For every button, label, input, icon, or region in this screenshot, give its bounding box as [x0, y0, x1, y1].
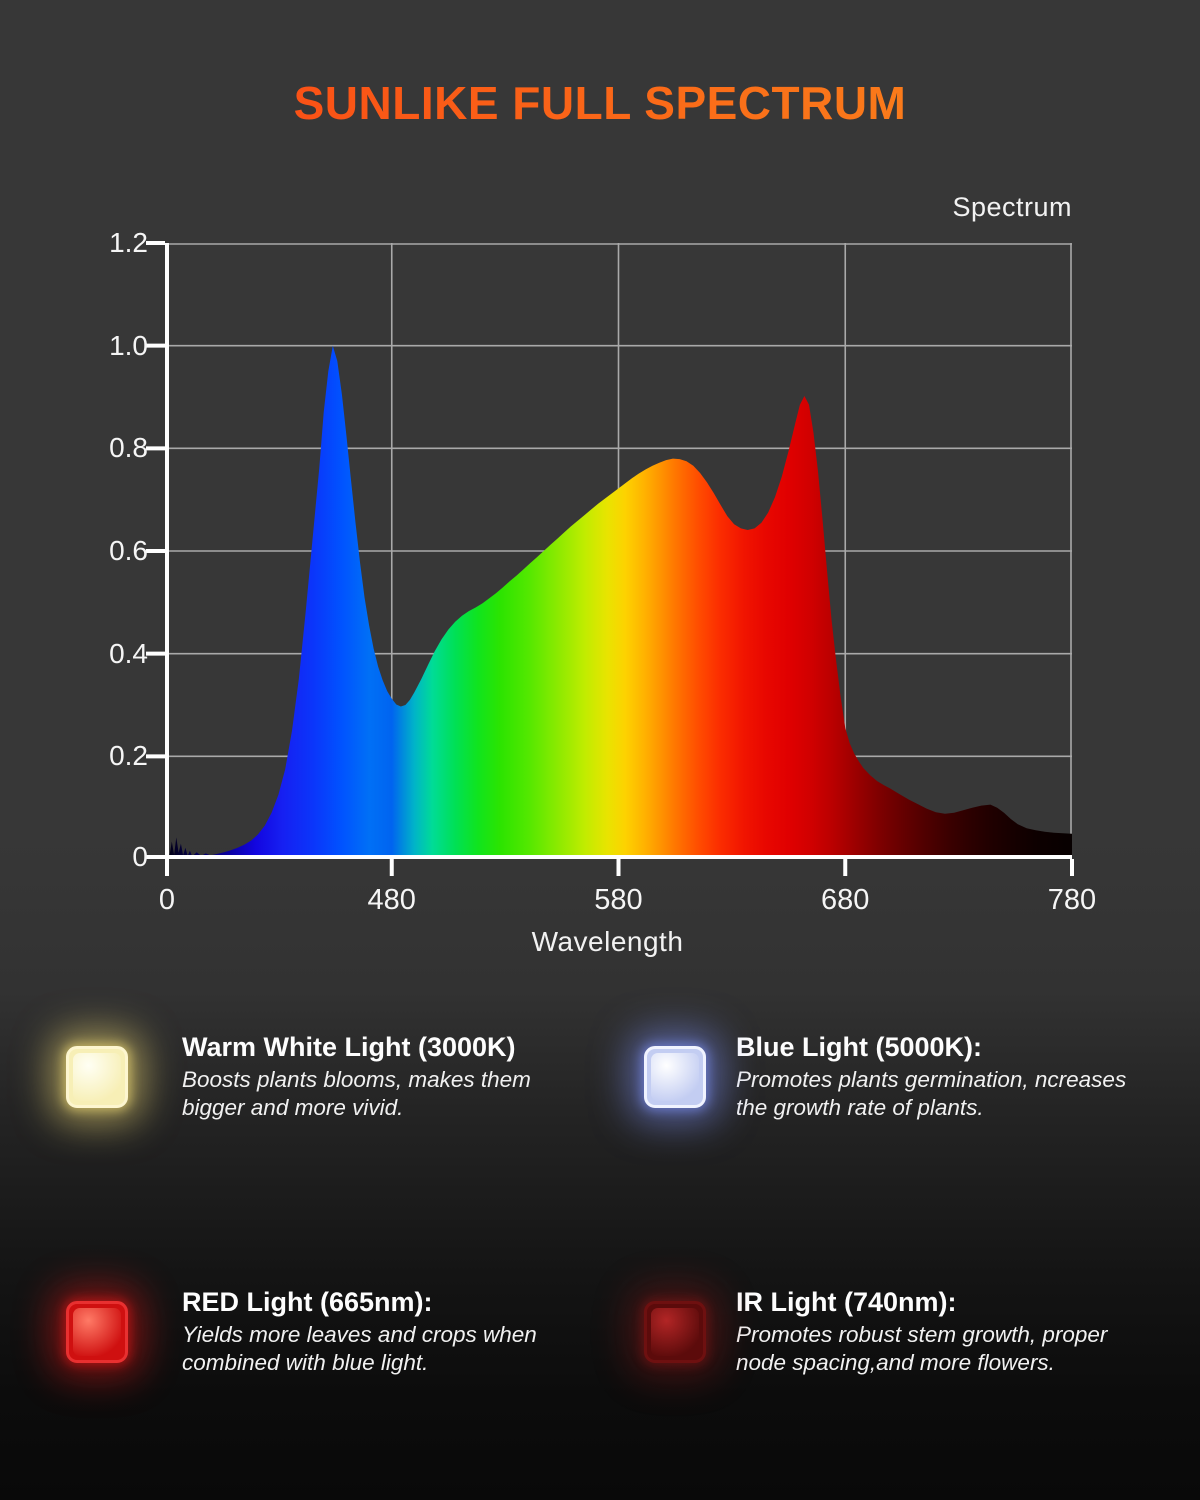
led-chip	[66, 1301, 128, 1363]
y-tick-label: 0	[132, 841, 148, 872]
x-axis-title: Wavelength	[531, 926, 684, 957]
plot-area	[146, 241, 1074, 876]
legend-item-description: Yields more leaves and crops when combin…	[182, 1321, 537, 1377]
led-chip	[644, 1301, 706, 1363]
y-tick-label: 1.2	[109, 227, 148, 258]
led-chip	[66, 1046, 128, 1108]
spectrum-chart	[146, 241, 1074, 876]
legend-item-title: RED Light (665nm):	[182, 1287, 433, 1317]
chart-title: Spectrum	[952, 192, 1072, 222]
legend-item-ir: IR Light (740nm): Promotes robust stem g…	[644, 1287, 1107, 1377]
y-tick-label: 1.0	[109, 329, 148, 361]
description-line: Boosts plants blooms, makes them	[182, 1067, 531, 1092]
y-axis-labels: 0 0.2 0.4 0.6 0.8 1.0 1.2	[0, 227, 148, 872]
description-line: the growth rate of plants.	[736, 1095, 984, 1120]
legend-item-description: Promotes robust stem growth, proper node…	[736, 1321, 1107, 1377]
description-line: combined with blue light.	[182, 1350, 429, 1375]
description-line: Yields more leaves and crops when	[182, 1322, 537, 1347]
legend-item-title: Warm White Light (3000K)	[182, 1032, 516, 1062]
y-tick-label: 0.4	[109, 637, 148, 669]
x-tick-label: 0	[158, 884, 176, 916]
x-axis-labels: 0 480 580 680 780	[159, 884, 1096, 924]
warm-white-led-icon	[66, 1046, 128, 1108]
y-tick-label: 0.6	[109, 535, 148, 566]
red-led-icon	[66, 1301, 128, 1363]
y-tick-label: 0.8	[109, 432, 148, 464]
page-title: SUNLIKE FULL SPECTRUM	[0, 76, 1200, 130]
x-tick-label: 780	[1047, 884, 1097, 916]
legend-item-title: IR Light (740nm):	[736, 1287, 957, 1317]
x-tick-label: 580	[594, 884, 643, 916]
legend-item-warm-white: Warm White Light (3000K) Boosts plants b…	[66, 1032, 531, 1122]
led-chip	[644, 1046, 706, 1108]
description-line: Promotes robust stem growth, proper	[736, 1322, 1108, 1347]
description-line: Promotes plants germination, ncreases	[736, 1067, 1127, 1092]
led-core	[73, 1053, 121, 1101]
led-core	[73, 1308, 121, 1356]
ir-led-icon	[644, 1301, 706, 1363]
led-core	[651, 1308, 699, 1356]
x-tick-label: 480	[367, 884, 416, 916]
y-tick-label: 0.2	[109, 740, 148, 772]
description-line: node spacing,and more flowers.	[736, 1350, 1055, 1375]
legend-item-red: RED Light (665nm): Yields more leaves an…	[66, 1287, 537, 1377]
legend-item-description: Promotes plants germination, ncreases th…	[736, 1066, 1126, 1122]
legend-item-description: Boosts plants blooms, makes them bigger …	[182, 1066, 531, 1122]
blue-led-icon	[644, 1046, 706, 1108]
legend-item-title: Blue Light (5000K):	[736, 1032, 983, 1062]
x-tick-label: 680	[821, 884, 870, 916]
description-line: bigger and more vivid.	[182, 1095, 404, 1120]
legend-item-blue: Blue Light (5000K): Promotes plants germ…	[644, 1032, 1126, 1122]
led-core	[651, 1053, 699, 1101]
